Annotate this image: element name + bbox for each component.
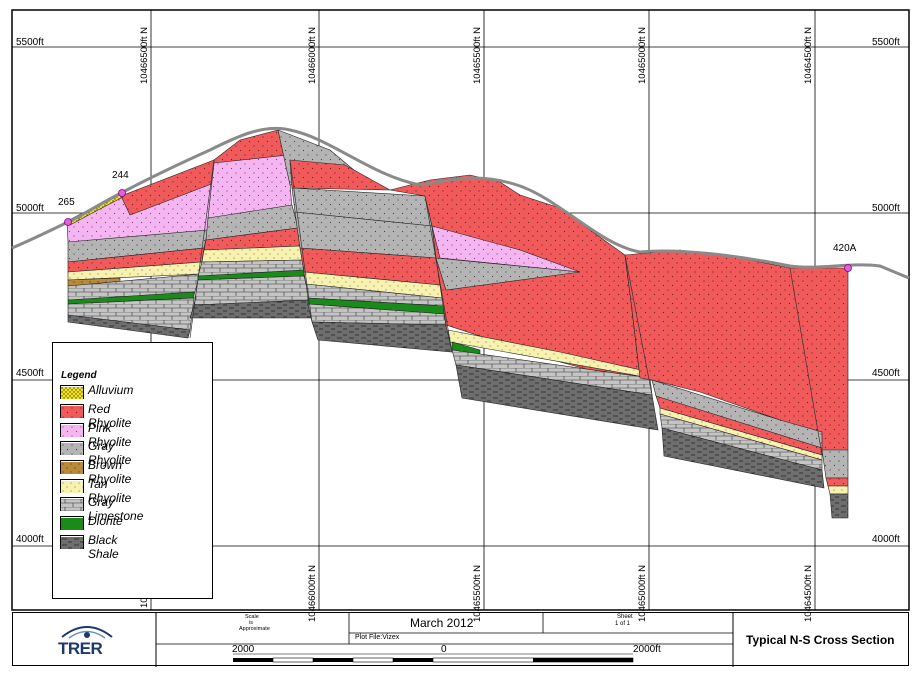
well-collars: [64, 189, 852, 272]
elev-label-5500-left: 5500ft: [16, 37, 44, 48]
plot-file: Plot File:Vizex: [355, 634, 400, 641]
unit-red-rhyolite-east: [825, 477, 849, 487]
well-420a-collar: [844, 264, 852, 272]
sheet-label: Sheet: [617, 614, 633, 620]
legend-label: Pink Rhyolite: [88, 421, 132, 449]
sheet-number: 1 of 1: [615, 621, 631, 627]
legend-title: Legend: [61, 370, 97, 381]
well-label-420a: 420A: [833, 243, 857, 254]
well-label-265: 265: [58, 197, 75, 208]
legend-swatch-gray-rhyolite: [60, 441, 84, 455]
unit-gray-rhyolite-east: [821, 449, 849, 479]
legend-label: Red Rhyolite: [88, 402, 132, 430]
topographic-surface: [11, 126, 910, 280]
plot-date: March 2012: [410, 616, 474, 630]
northing-label-top-2: 10466000ft N: [307, 26, 318, 84]
legend-swatch-pink-rhyolite: [60, 423, 84, 437]
elev-label-4500-left: 4500ft: [16, 368, 44, 379]
elev-label-5000-right: 5000ft: [872, 203, 900, 214]
well-265-collar: [64, 218, 72, 226]
legend-swatch-brown-rhyolite: [60, 460, 84, 474]
northing-label-bottom-partial: 10: [139, 597, 150, 608]
geology-units: [66, 129, 849, 519]
well-label-244: 244: [112, 170, 129, 181]
unit-shale-b1: [67, 314, 191, 339]
legend-swatch-gray-limestone: [60, 497, 84, 511]
well-244-collar: [118, 189, 126, 197]
legend-label: Gray Limestone: [88, 495, 144, 523]
section-title: Typical N-S Cross Section: [746, 633, 895, 647]
elev-label-4000-right: 4000ft: [872, 534, 900, 545]
unit-shale-b4: [455, 364, 659, 431]
northing-label-top-4: 10465000ft N: [637, 26, 648, 84]
unit-shale-east: [829, 493, 849, 519]
unit-shale-b5: [661, 427, 825, 489]
scale-note-line1: Scale: [245, 614, 259, 620]
legend-swatch-diorite: [60, 516, 84, 530]
company-logo: TRER: [58, 639, 103, 658]
legend: Legend Alluvium Red Rhyolite Pink Rhyoli…: [52, 342, 213, 599]
elev-label-4000-left: 4000ft: [16, 534, 44, 545]
unit-gray-rhyolite-b4: [435, 257, 581, 291]
company-logo-emblem: [61, 626, 113, 639]
scale-bar-zero-label: 0: [441, 644, 447, 655]
legend-label: Alluvium: [88, 383, 134, 397]
legend-label: Brown Rhyolite: [88, 458, 132, 486]
legend-swatch-tan-rhyolite: [60, 479, 84, 493]
scale-bar-right-label: 2000ft: [633, 644, 661, 655]
legend-swatch-black-shale: [60, 535, 84, 549]
scale-note-line3: Approximate: [239, 626, 270, 632]
elev-label-5000-left: 5000ft: [16, 203, 44, 214]
legend-label: Gray Rhyolite: [88, 439, 132, 467]
scale-note-line2: is: [249, 620, 253, 626]
northing-label-top-3: 10465500ft N: [472, 26, 483, 84]
title-block-grid: [155, 613, 734, 667]
legend-label: Tan Rhyolite: [88, 477, 132, 505]
elev-label-5500-right: 5500ft: [872, 37, 900, 48]
legend-label: Black Shale: [88, 533, 119, 561]
legend-swatch-alluvium: [60, 385, 84, 399]
unit-tan-rhyolite-east: [827, 485, 849, 495]
elev-label-4500-right: 4500ft: [872, 368, 900, 379]
title-block: TRER Scale is Approximate March 2012 Plo…: [12, 612, 909, 667]
northing-label-top-5: 10464500ft N: [803, 26, 814, 84]
scale-bar-left-label: 2000: [232, 644, 255, 655]
northing-label-top-1: 10466500ft N: [139, 26, 150, 84]
legend-swatch-red-rhyolite: [60, 404, 84, 418]
legend-label: Diorite: [88, 514, 123, 528]
fault-lines: [189, 159, 823, 456]
